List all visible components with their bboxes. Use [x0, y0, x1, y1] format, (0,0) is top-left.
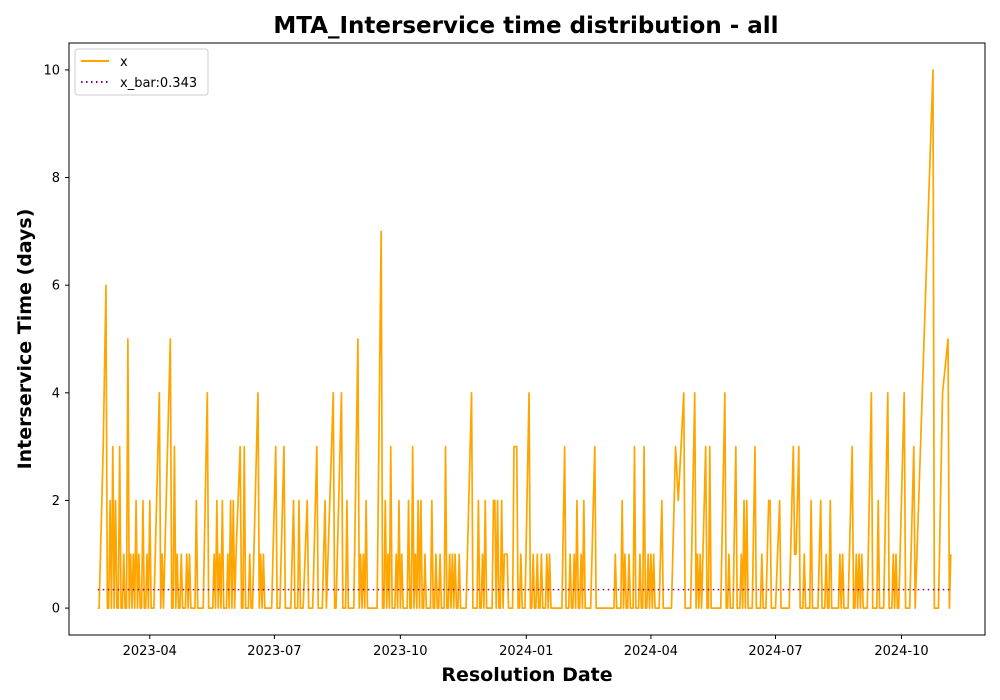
y-axis: 0 2 4 6 8 10	[43, 63, 69, 617]
legend-label-x: x	[120, 55, 128, 70]
x-tick-label: 2024-07	[748, 644, 802, 659]
x-axis-label: Resolution Date	[441, 664, 612, 686]
x-tick-label: 2024-01	[499, 644, 553, 659]
y-tick-label: 2	[52, 494, 60, 509]
y-tick-label: 4	[52, 386, 60, 401]
y-tick-label: 6	[52, 279, 60, 294]
series-layer	[97, 69, 952, 609]
y-tick-label: 0	[52, 602, 60, 617]
series-line-x	[97, 69, 952, 609]
y-tick-label: 8	[52, 171, 60, 186]
x-tick-label: 2024-04	[624, 644, 678, 659]
x-tick-label: 2024-10	[874, 644, 928, 659]
legend: x x_bar:0.343	[74, 48, 209, 96]
x-tick-label: 2023-04	[123, 644, 177, 659]
plot-frame	[68, 42, 986, 636]
x-tick-label: 2023-10	[373, 644, 427, 659]
x-axis: 2023-04 2023-07 2023-10 2024-01 2024-04 2024-…	[123, 635, 929, 659]
y-axis-label: Interservice Time (days)	[14, 209, 36, 470]
x-tick-label: 2023-07	[247, 644, 301, 659]
y-tick-label: 10	[43, 63, 60, 78]
chart-title: MTA_Interservice time distribution - all	[273, 13, 778, 39]
legend-label-x-bar: x_bar:0.343	[120, 76, 197, 91]
